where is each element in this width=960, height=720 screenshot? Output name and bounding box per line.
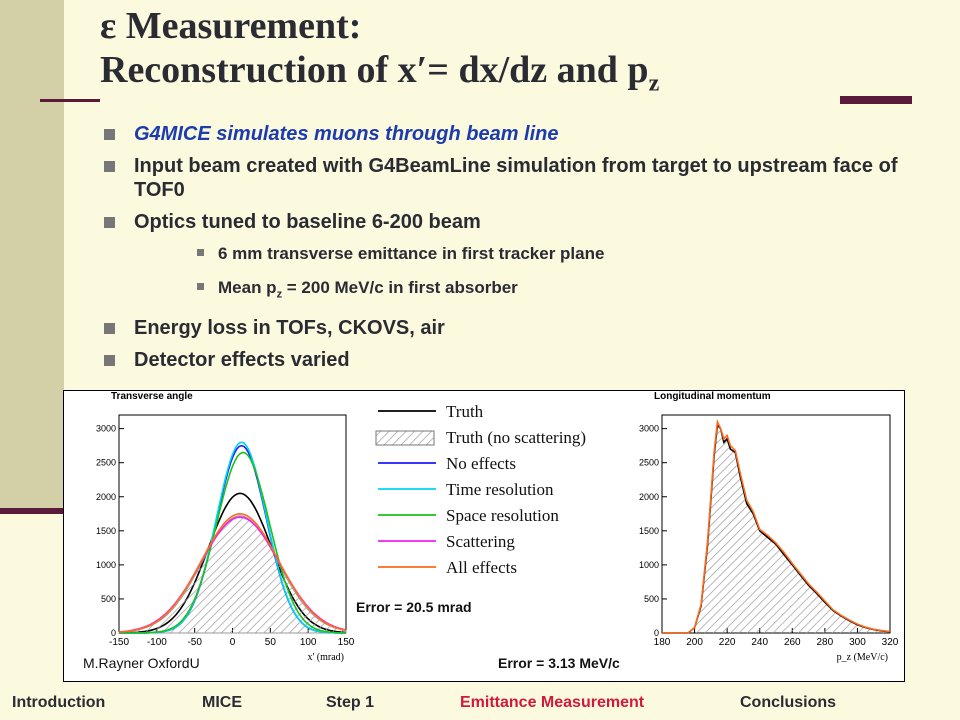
bullet-item: Detector effects varied [100,348,920,372]
bullet-square-icon [104,217,115,228]
bullet-list: G4MICE simulates muons through beam line… [100,122,920,380]
simulation-figure: Transverse angle 0 500 1000 1500 2000 2500 3000… [63,390,905,682]
y-tick-label: 1000 [96,560,116,570]
sidebar-divider [0,508,64,514]
sub-bullet-text-pre: Mean p [218,278,277,297]
footer-link-conclusions[interactable]: Conclusions [740,694,837,711]
y-tick-label: 2000 [639,492,659,502]
series-area-truth-no-scattering [118,515,347,634]
y-tick-label: 0 [111,628,116,638]
bullet-square-icon [197,249,204,256]
bullet-text: Optics tuned to baseline 6-200 beam [134,211,481,233]
series-area-truth-hatch [662,425,890,633]
bullet-text: Input beam created with G4BeamLine simul… [134,155,898,201]
x-tick-label: 180 [654,637,671,648]
x-tick-label: 150 [338,637,355,648]
x-tick-label: 50 [265,637,277,648]
x-tick-label: 220 [719,637,736,648]
footer-link-emittance[interactable]: Emittance Measurement [460,694,645,711]
y-tick-label: 2500 [639,458,659,468]
x-tick-label: 300 [849,637,866,648]
title-line-1: ε Measurement: [100,5,362,47]
series-line-space-resolution [119,451,346,634]
legend-label: All effects [446,558,517,577]
sub-bullet-item: Mean pz = 200 MeV/c in first absorber [100,276,920,306]
sub-bullet-text: 6 mm transverse emittance in first track… [218,244,605,263]
plot-title: Longitudinal momentum [654,391,771,402]
legend-label: Scattering [446,532,515,551]
bullet-item: Input beam created with G4BeamLine simul… [100,154,920,202]
legend-label: No effects [446,454,516,473]
error-right: Error = 3.13 MeV/c [498,655,620,671]
bullet-square-icon [197,283,204,290]
series-line-all-effects [662,418,891,634]
y-tick-label: 2500 [96,458,116,468]
footer-link-introduction[interactable]: Introduction [12,694,106,711]
bullet-item: Energy loss in TOFs, CKOVS, air [100,316,920,340]
footer-link-step1[interactable]: Step 1 [326,694,375,711]
x-tick-label: 240 [751,637,768,648]
bullet-square-icon [104,161,115,172]
footer-nav: Introduction MICE Step 1 Emittance Measu… [0,694,960,716]
sub-bullet-subscript: z [276,288,283,301]
legend-label: Truth [446,402,484,421]
figure-canvas: Transverse angle050010001500200025003000… [96,391,899,663]
series-line-all-effects [118,512,347,633]
x-tick-label: -100 [147,637,167,648]
x-tick-label: 260 [784,637,801,648]
x-tick-label: 0 [230,637,236,648]
bullet-square-icon [104,323,115,335]
x-axis-label: p_z (MeV/c) [837,652,888,663]
x-tick-label: 100 [300,637,317,648]
title-subscript: z [648,70,660,97]
x-tick-label: 280 [817,637,834,648]
y-tick-label: 500 [644,594,659,604]
slide-title: ε Measurement: Reconstruction of x′= dx/… [100,4,900,106]
bullet-item: G4MICE simulates muons through beam line [100,122,920,146]
y-tick-label: 1000 [639,560,659,570]
y-tick-label: 0 [654,628,659,638]
legend-label: Truth (no scattering) [446,428,586,447]
sub-bullet-text-post: = 200 MeV/c in first absorber [282,278,518,297]
title-underline-right [840,96,912,104]
bullet-text: Detector effects varied [134,349,350,372]
error-left: Error = 20.5 mrad [356,599,472,615]
y-tick-label: 3000 [639,424,659,434]
plot-title: Transverse angle [111,391,193,402]
y-tick-label: 500 [101,594,116,604]
footer-link-mice[interactable]: MICE [202,694,242,711]
bullet-text: Energy loss in TOFs, CKOVS, air [134,317,445,340]
y-tick-label: 1500 [639,526,659,536]
x-tick-label: -150 [109,637,129,648]
bullet-square-icon [104,355,115,367]
title-line-2: Reconstruction of x′= dx/dz and pz [100,48,900,106]
slide-sidebar-band [0,0,64,512]
x-tick-label: 320 [882,637,899,648]
title-underline-left [40,99,100,102]
sub-bullet-item: 6 mm transverse emittance in first track… [100,242,920,266]
x-axis-label: x' (mrad) [307,652,344,663]
x-tick-label: -50 [187,637,202,648]
bullet-square-icon [104,129,115,140]
bullet-text: G4MICE simulates muons through beam line [134,123,559,145]
y-tick-label: 3000 [96,424,116,434]
bullet-item: Optics tuned to baseline 6-200 beam [100,210,920,234]
legend-label: Space resolution [446,506,559,525]
y-tick-label: 1500 [96,526,116,536]
y-tick-label: 2000 [96,492,116,502]
x-tick-label: 200 [686,637,703,648]
legend-swatch [375,430,435,446]
figure-credit: M.Rayner OxfordU [83,655,200,671]
legend-label: Time resolution [446,480,554,499]
title-line-2-text: Reconstruction of x′= dx/dz and p [100,49,649,91]
